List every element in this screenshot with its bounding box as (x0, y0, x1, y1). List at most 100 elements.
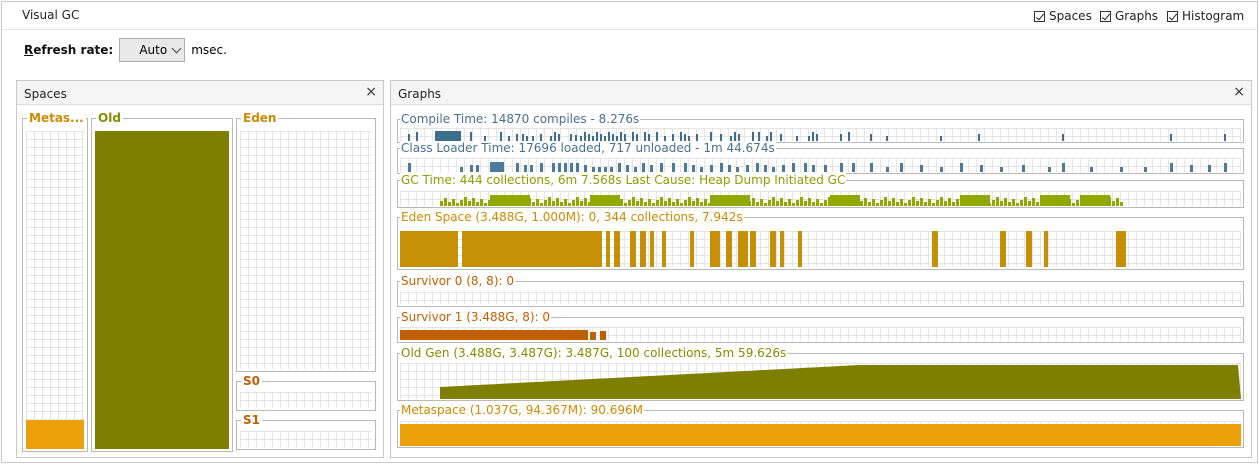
compile-spike (580, 136, 582, 141)
compile-spike (870, 134, 872, 141)
gc-bar (544, 200, 547, 206)
metaspace-space-label: Metas... (27, 111, 86, 125)
class-loader-spike (460, 167, 463, 172)
gc-bar (800, 197, 803, 206)
gc-bar (444, 198, 447, 206)
gc-time-label: GC Time: 444 collections, 6m 7.568s Last… (400, 173, 847, 187)
gc-bar (556, 198, 559, 206)
gc-bar (440, 201, 443, 206)
gc-bar (576, 197, 579, 206)
class-loader-spike (870, 163, 873, 172)
gc-bar (448, 202, 451, 206)
gc-bar (860, 201, 863, 206)
compile-spike (816, 134, 818, 141)
compile-spike (680, 132, 682, 141)
old-gen-chart (440, 365, 1241, 399)
gc-bar (1028, 201, 1031, 206)
gc-bar (628, 200, 631, 206)
checkbox-icon[interactable] (1034, 10, 1045, 22)
eden-area (640, 231, 646, 267)
gc-bar (1080, 195, 1110, 206)
gc-bar (1076, 200, 1079, 206)
compile-spike (596, 132, 598, 141)
refresh-rate-select[interactable]: Auto (119, 38, 186, 62)
eden-space-graph-label: Eden Space (3.488G, 1.000M): 0, 344 coll… (400, 210, 744, 224)
class-loader-label: Class Loader Time: 17696 loaded, 717 unl… (400, 141, 776, 155)
gc-bar (1012, 199, 1015, 206)
gc-bar (660, 197, 663, 206)
old-gen-label: Old Gen (3.488G, 3.487G): 3.487G, 100 co… (400, 346, 788, 360)
compile-spike (766, 136, 768, 141)
survivor0-plot (400, 292, 1241, 304)
class-loader-spike (470, 165, 473, 172)
class-loader-spike (812, 165, 815, 172)
compile-spike (526, 136, 528, 141)
class-loader-spike (1170, 163, 1173, 172)
gc-bar (564, 199, 567, 206)
old-space: Old (91, 111, 233, 452)
gc-bar (928, 199, 931, 206)
compile-spike (616, 136, 618, 141)
spaces-toggle[interactable]: Spaces (1034, 8, 1092, 24)
compile-spike (632, 132, 634, 141)
s0-space-grid (240, 392, 372, 408)
gc-bar (1036, 202, 1039, 206)
metaspace-plot (400, 421, 1241, 446)
close-icon[interactable]: × (365, 84, 377, 100)
old-space-grid (95, 131, 229, 449)
gc-bar (868, 202, 871, 206)
compile-spike (470, 132, 472, 141)
class-loader-spike (940, 167, 943, 172)
refresh-rate-label: Refresh rate: (24, 43, 114, 57)
gc-bar (560, 202, 563, 206)
compile-spike (584, 132, 586, 141)
graphs-toggle[interactable]: Graphs (1100, 8, 1158, 24)
class-loader-plot (400, 158, 1241, 172)
class-loader-spike (584, 165, 587, 172)
gc-bar (996, 197, 999, 206)
class-loader-spike (610, 167, 613, 172)
compile-spike (550, 136, 552, 141)
survivor1-graph: Survivor 1 (3.488G, 8): 0 (397, 310, 1244, 343)
eden-area (1000, 231, 1006, 267)
class-loader-spike (516, 163, 519, 172)
gc-bar (900, 199, 903, 206)
gc-bar (580, 201, 583, 206)
gc-bar (756, 202, 759, 206)
eden-area (1044, 231, 1048, 267)
class-loader-spike (1000, 167, 1003, 172)
gc-bar (1004, 198, 1007, 206)
gc-bar (456, 203, 459, 206)
survivor1-area (600, 331, 606, 340)
class-loader-spike (1224, 163, 1227, 172)
gc-bar (700, 202, 703, 206)
survivor1-label: Survivor 1 (3.488G, 8): 0 (400, 310, 552, 324)
gc-bar (824, 200, 827, 206)
compile-time-plot (400, 128, 1241, 141)
histogram-toggle[interactable]: Histogram (1167, 8, 1244, 24)
gc-bar (452, 199, 455, 206)
compile-spike (558, 134, 560, 141)
close-icon[interactable]: × (1233, 84, 1245, 100)
window-title: Visual GC (22, 8, 80, 22)
class-loader-spike (710, 165, 713, 172)
compile-spike (812, 132, 814, 141)
class-loader-spike (1022, 165, 1025, 172)
compile-spike (508, 136, 510, 141)
eden-area (1026, 231, 1032, 267)
class-loader-spike (764, 165, 767, 172)
class-loader-spike (604, 167, 607, 172)
checkbox-icon[interactable] (1100, 10, 1111, 22)
compile-spike (672, 134, 674, 141)
gc-bar (764, 203, 767, 206)
eden-space-graph: Eden Space (3.488G, 1.000M): 0, 344 coll… (397, 210, 1244, 270)
class-loader-spike (1208, 165, 1211, 172)
compile-spike (532, 136, 534, 141)
s1-space-grid (240, 431, 372, 447)
gc-bar (644, 202, 647, 206)
eden-area (738, 231, 748, 267)
eden-area (650, 231, 654, 267)
checkbox-icon[interactable] (1167, 10, 1178, 22)
gc-time-chart (440, 195, 1123, 206)
refresh-rate-value: Auto (139, 43, 168, 57)
